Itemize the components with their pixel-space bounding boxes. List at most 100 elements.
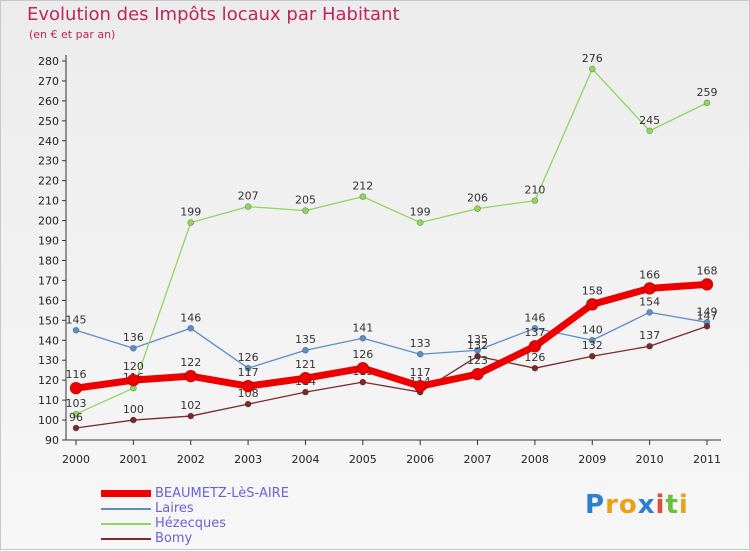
y-tick-label: 180 <box>38 254 59 267</box>
x-tick-label: 2007 <box>464 453 492 466</box>
data-point-laires <box>187 324 195 332</box>
y-tick-label: 170 <box>38 274 59 287</box>
legend-swatch-beaumetz <box>101 490 151 497</box>
data-label-h-zecques: 276 <box>582 52 603 65</box>
data-label-h-zecques: 210 <box>524 184 545 197</box>
data-label-beaumetz-l-s-aire: 166 <box>639 268 660 281</box>
data-label-laires: 146 <box>524 311 545 324</box>
legend-label-beaumetz: BEAUMETZ-LèS-AIRE <box>155 486 289 501</box>
x-tick-label: 2008 <box>521 453 549 466</box>
data-label-beaumetz-l-s-aire: 123 <box>467 354 488 367</box>
data-label-beaumetz-l-s-aire: 121 <box>295 358 316 371</box>
data-point-bomy <box>588 352 596 360</box>
y-tick-label: 110 <box>38 394 59 407</box>
y-tick-label: 250 <box>38 115 59 128</box>
data-point-h-zecques <box>302 207 309 214</box>
legend-item-bomy[interactable]: Bomy <box>101 531 289 546</box>
data-point-h-zecques <box>474 205 481 212</box>
data-point-laires <box>302 346 309 354</box>
logo-letter: P <box>585 490 606 520</box>
x-tick-label: 2001 <box>119 453 147 466</box>
data-point-bomy <box>72 424 80 432</box>
data-point-beaumetz-l-s-aire <box>241 379 255 393</box>
data-point-h-zecques <box>244 203 252 210</box>
y-tick-label: 260 <box>38 95 59 108</box>
logo-letter: x <box>637 490 656 520</box>
data-label-h-zecques: 212 <box>352 180 373 193</box>
data-label-beaumetz-l-s-aire: 120 <box>123 360 144 373</box>
legend-swatch-laires <box>101 507 151 510</box>
data-label-bomy: 108 <box>238 387 259 400</box>
series-line-bomy <box>75 325 708 429</box>
data-label-bomy: 137 <box>639 329 660 342</box>
data-point-beaumetz-l-s-aire <box>471 367 484 381</box>
data-label-h-zecques: 206 <box>467 192 488 205</box>
data-point-h-zecques <box>72 410 80 418</box>
data-point-h-zecques <box>588 65 596 73</box>
legend-label-hezecques: Hézecques <box>155 516 227 531</box>
data-label-laires: 135 <box>295 333 316 346</box>
data-point-beaumetz-l-s-aire <box>528 339 542 353</box>
data-point-bomy <box>187 412 195 420</box>
series-line-beaumetz-l-s-aire <box>72 280 711 392</box>
data-point-beaumetz-l-s-aire <box>69 381 83 395</box>
data-label-beaumetz-l-s-aire: 122 <box>180 356 201 369</box>
series-line-h-zecques <box>75 68 708 415</box>
logo-letter: o <box>618 490 638 520</box>
x-tick-label: 2002 <box>177 453 205 466</box>
data-point-h-zecques <box>359 193 367 200</box>
data-point-bomy <box>474 352 481 360</box>
legend-swatch-hezecques <box>101 522 151 525</box>
data-label-h-zecques: 207 <box>238 190 259 203</box>
data-label-laires: 154 <box>639 295 660 308</box>
y-tick-label: 100 <box>38 414 59 427</box>
data-label-bomy: 147 <box>697 309 718 322</box>
data-point-h-zecques <box>416 219 424 226</box>
y-tick-label: 230 <box>38 155 59 168</box>
data-point-bomy <box>359 378 367 386</box>
data-label-laires: 146 <box>180 311 201 324</box>
data-point-beaumetz-l-s-aire <box>184 369 198 383</box>
data-point-beaumetz-l-s-aire <box>127 373 140 387</box>
logo-letter: r <box>605 490 619 520</box>
legend-item-hezecques[interactable]: Hézecques <box>101 516 289 531</box>
data-point-beaumetz-l-s-aire <box>585 298 599 311</box>
logo-letter: t <box>665 490 679 520</box>
y-tick-label: 140 <box>38 334 59 347</box>
y-tick-label: 240 <box>38 135 59 148</box>
data-label-h-zecques: 103 <box>66 397 87 410</box>
data-label-beaumetz-l-s-aire: 126 <box>352 348 373 361</box>
legend-swatch-bomy <box>101 537 151 540</box>
data-label-laires: 140 <box>582 323 603 336</box>
data-label-laires: 126 <box>238 351 259 364</box>
data-point-bomy <box>244 400 252 408</box>
series-line-laires <box>75 311 708 369</box>
legend-label-laires: Laires <box>155 501 194 516</box>
legend-item-laires[interactable]: Laires <box>101 501 289 516</box>
data-point-bomy <box>703 322 711 330</box>
y-tick-label: 130 <box>38 354 59 367</box>
data-label-bomy: 100 <box>123 403 144 416</box>
logo-letter: i <box>655 490 666 520</box>
data-label-beaumetz-l-s-aire: 117 <box>410 366 431 379</box>
x-tick-label: 2005 <box>349 453 377 466</box>
data-point-beaumetz-l-s-aire <box>413 379 427 393</box>
data-label-laires: 136 <box>123 331 144 344</box>
y-tick-label: 90 <box>45 434 59 447</box>
legend-item-beaumetz[interactable]: BEAUMETZ-LèS-AIRE <box>101 486 289 501</box>
y-tick-label: 150 <box>38 314 59 327</box>
data-label-beaumetz-l-s-aire: 117 <box>238 366 259 379</box>
legend-label-bomy: Bomy <box>155 531 193 546</box>
x-tick-label: 2004 <box>291 453 319 466</box>
data-point-beaumetz-l-s-aire <box>299 371 312 385</box>
data-point-h-zecques <box>646 127 653 135</box>
x-tick-label: 2009 <box>578 453 606 466</box>
x-tick-label: 2011 <box>693 453 721 466</box>
data-label-h-zecques: 259 <box>697 86 718 99</box>
data-label-laires: 149 <box>697 305 718 318</box>
data-point-laires <box>588 336 596 344</box>
data-point-beaumetz-l-s-aire <box>356 361 370 375</box>
y-tick-label: 270 <box>38 75 59 88</box>
data-label-laires: 145 <box>66 313 87 326</box>
